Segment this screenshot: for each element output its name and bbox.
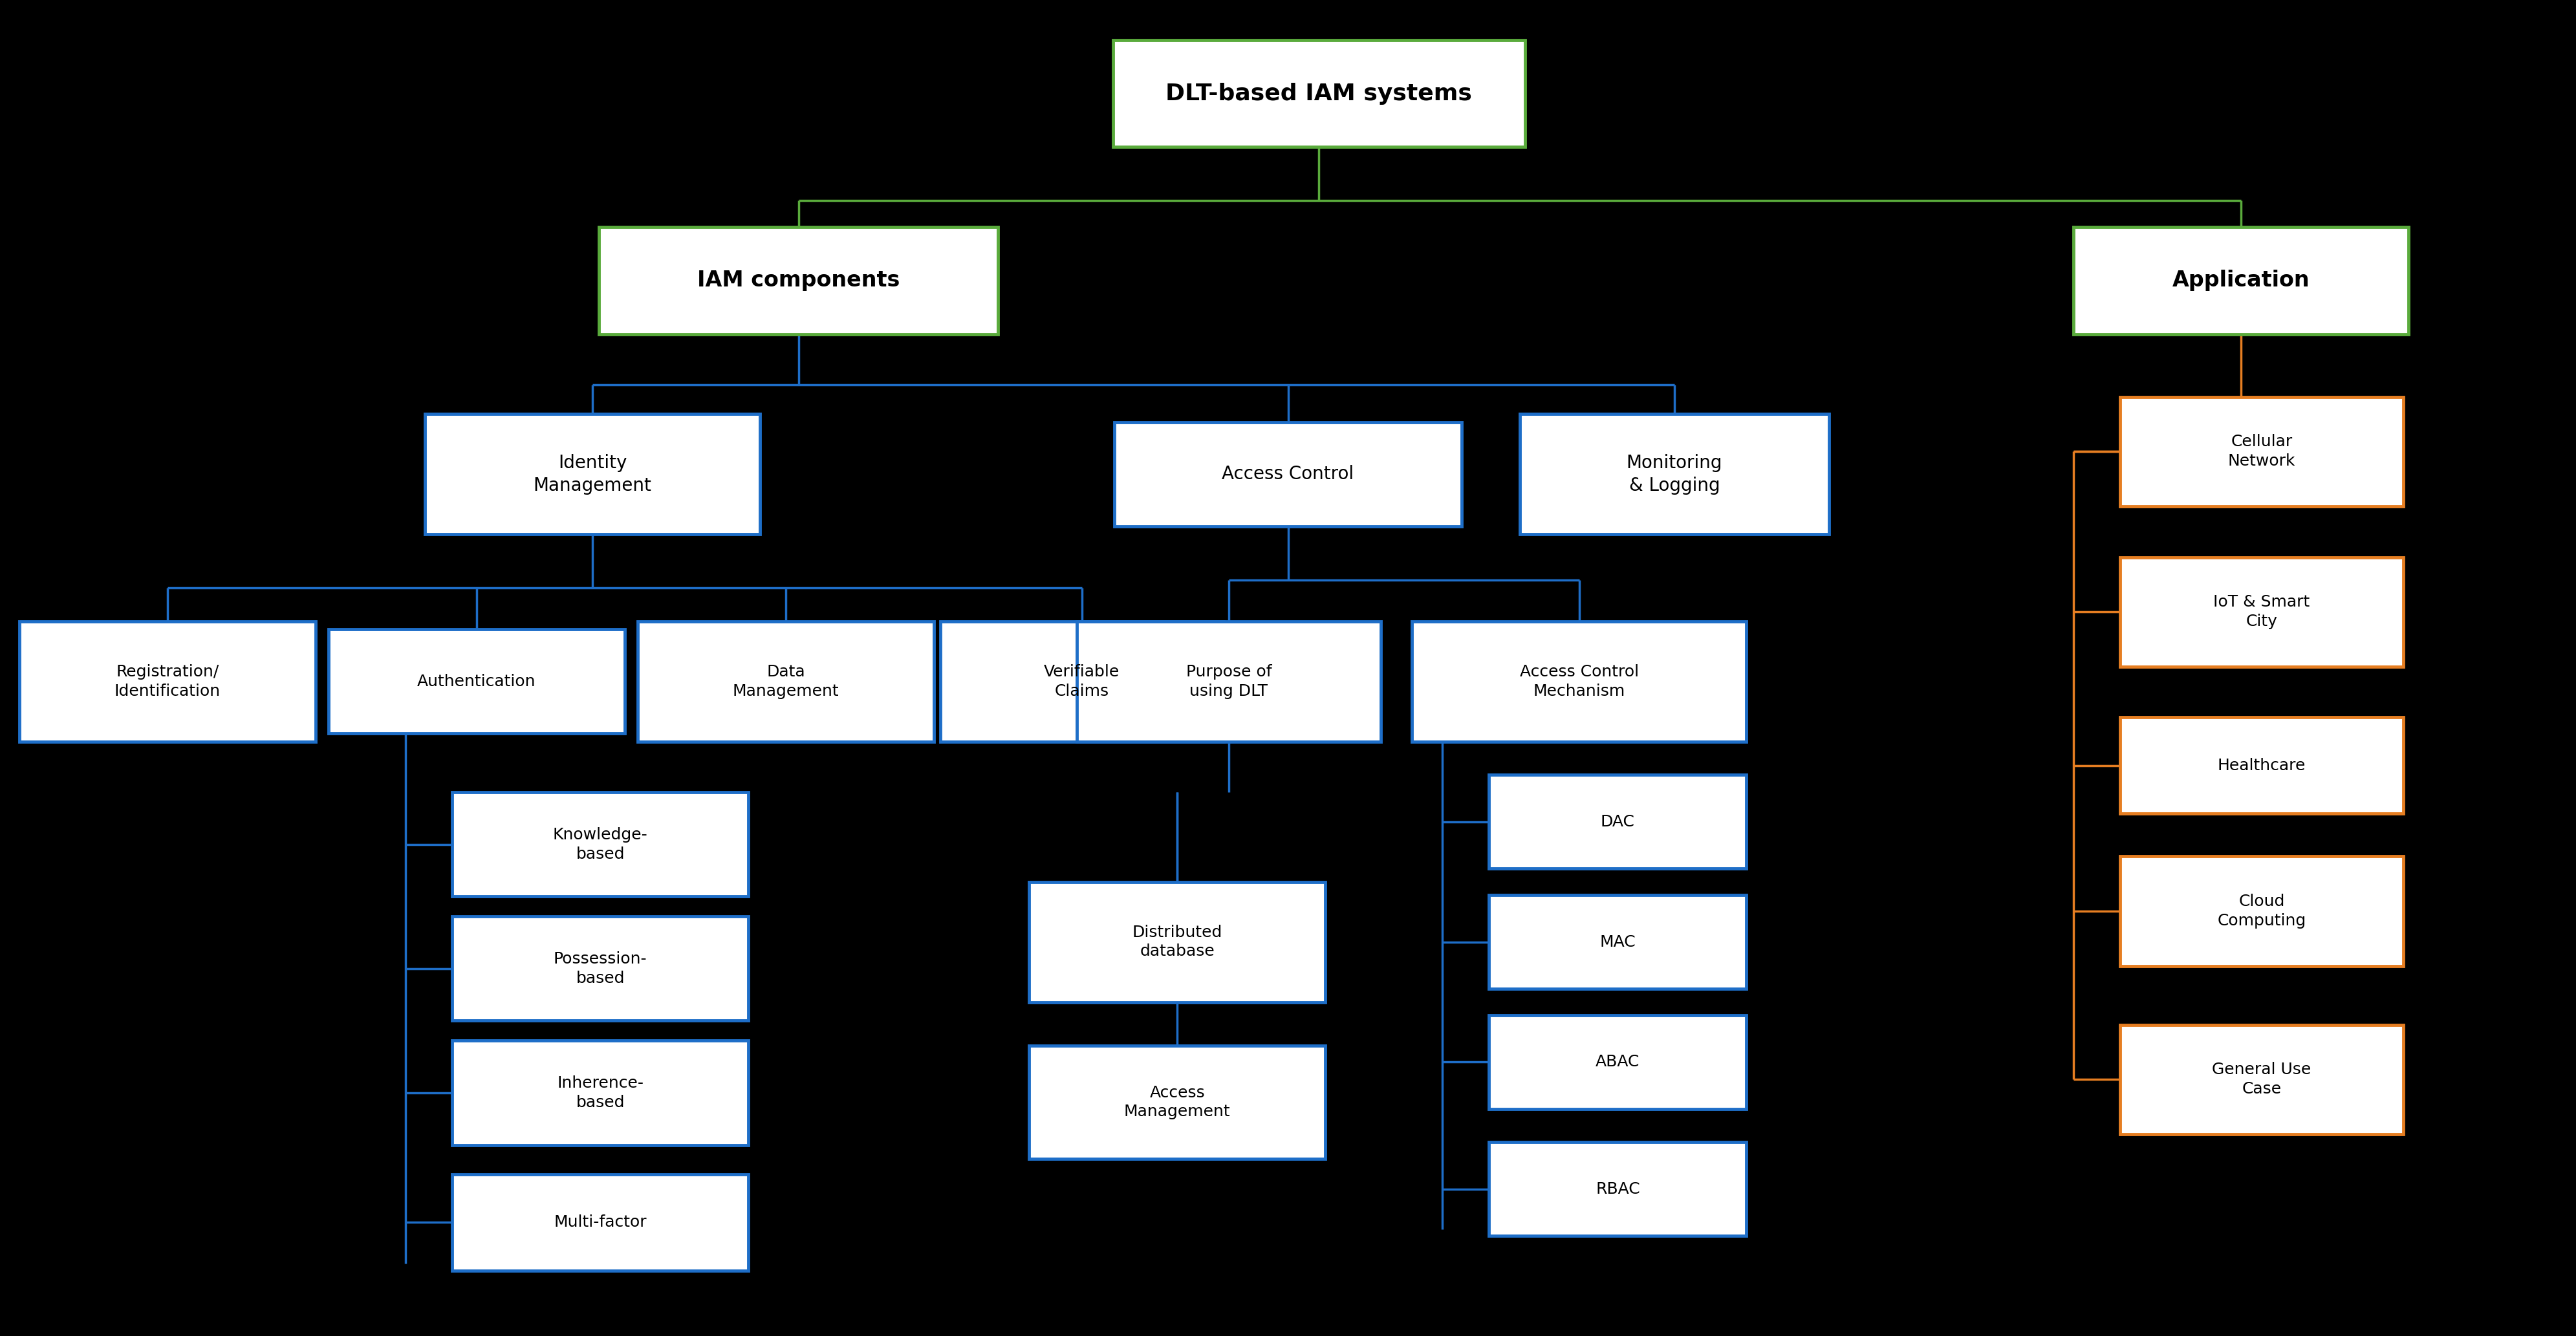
Text: Authentication: Authentication (417, 673, 536, 689)
FancyBboxPatch shape (453, 1041, 750, 1145)
FancyBboxPatch shape (453, 792, 750, 896)
Text: Registration/
Identification: Registration/ Identification (113, 664, 222, 699)
FancyBboxPatch shape (2120, 557, 2403, 667)
FancyBboxPatch shape (21, 621, 317, 741)
FancyBboxPatch shape (598, 227, 997, 334)
Text: Verifiable
Claims: Verifiable Claims (1043, 664, 1121, 699)
FancyBboxPatch shape (1113, 422, 1463, 526)
FancyBboxPatch shape (940, 621, 1224, 741)
FancyBboxPatch shape (1412, 621, 1747, 741)
Text: Distributed
database: Distributed database (1133, 925, 1221, 959)
Text: Cloud
Computing: Cloud Computing (2218, 894, 2306, 929)
FancyBboxPatch shape (1077, 621, 1381, 741)
FancyBboxPatch shape (1489, 895, 1747, 989)
Text: Data
Management: Data Management (732, 664, 840, 699)
FancyBboxPatch shape (1489, 775, 1747, 868)
FancyBboxPatch shape (2120, 1025, 2403, 1134)
Text: General Use
Case: General Use Case (2213, 1062, 2311, 1097)
Text: Identity
Management: Identity Management (533, 454, 652, 494)
FancyBboxPatch shape (1489, 1015, 1747, 1109)
FancyBboxPatch shape (1113, 40, 1525, 147)
FancyBboxPatch shape (453, 916, 750, 1021)
Text: Access
Management: Access Management (1123, 1085, 1231, 1120)
Text: Healthcare: Healthcare (2218, 758, 2306, 774)
Text: Access Control
Mechanism: Access Control Mechanism (1520, 664, 1638, 699)
Text: DAC: DAC (1600, 814, 1636, 830)
FancyBboxPatch shape (2120, 856, 2403, 966)
Text: Purpose of
using DLT: Purpose of using DLT (1185, 664, 1273, 699)
FancyBboxPatch shape (2120, 397, 2403, 506)
Text: IoT & Smart
City: IoT & Smart City (2213, 595, 2311, 629)
Text: Monitoring
& Logging: Monitoring & Logging (1625, 454, 1723, 494)
Text: Cellular
Network: Cellular Network (2228, 434, 2295, 469)
FancyBboxPatch shape (453, 1174, 750, 1271)
Text: Multi-factor: Multi-factor (554, 1214, 647, 1230)
FancyBboxPatch shape (330, 629, 623, 733)
FancyBboxPatch shape (2120, 717, 2403, 814)
FancyBboxPatch shape (1489, 1142, 1747, 1236)
Text: MAC: MAC (1600, 934, 1636, 950)
Text: RBAC: RBAC (1595, 1181, 1641, 1197)
FancyBboxPatch shape (2074, 227, 2409, 334)
Text: Knowledge-
based: Knowledge- based (554, 827, 647, 862)
FancyBboxPatch shape (639, 621, 933, 741)
FancyBboxPatch shape (425, 414, 760, 534)
Text: Possession-
based: Possession- based (554, 951, 647, 986)
FancyBboxPatch shape (1030, 882, 1327, 1002)
Text: DLT-based IAM systems: DLT-based IAM systems (1167, 83, 1471, 104)
Text: Inherence-
based: Inherence- based (556, 1075, 644, 1110)
Text: Application: Application (2172, 270, 2311, 291)
Text: ABAC: ABAC (1595, 1054, 1641, 1070)
Text: IAM components: IAM components (698, 270, 899, 291)
FancyBboxPatch shape (1030, 1045, 1327, 1160)
FancyBboxPatch shape (1520, 414, 1829, 534)
Text: Access Control: Access Control (1221, 465, 1355, 484)
